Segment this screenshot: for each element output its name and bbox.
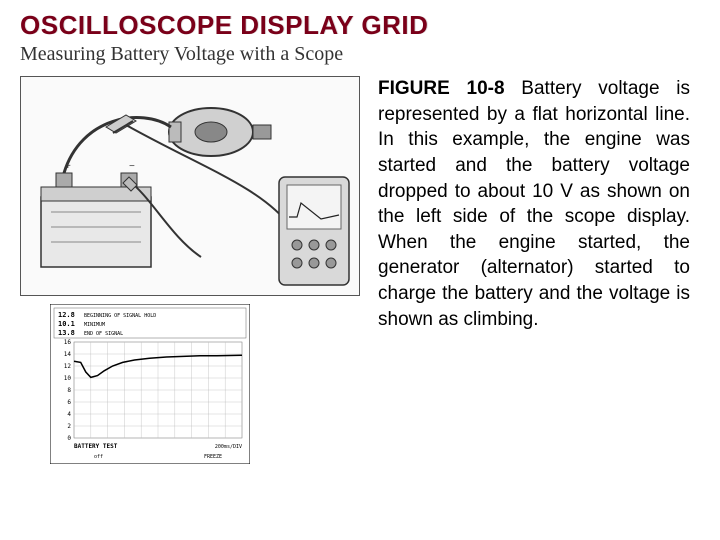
svg-text:FREEZE: FREEZE [204, 454, 222, 460]
svg-text:14: 14 [64, 351, 72, 358]
figure-caption: FIGURE 10-8 Battery voltage is represent… [378, 76, 700, 332]
content-row: + − [20, 76, 700, 464]
svg-text:200ms/DIV: 200ms/DIV [215, 444, 242, 450]
scope-waveform-plot: 12.810.113.8 BEGINNING OF SIGNAL HOLD MINI… [50, 304, 250, 464]
svg-text:10: 10 [64, 375, 72, 382]
page-title: OSCILLOSCOPE DISPLAY GRID [20, 10, 700, 41]
svg-text:8: 8 [67, 387, 71, 394]
battery-scope-illustration: + − [20, 76, 360, 296]
svg-text:off: off [94, 454, 103, 460]
svg-text:BEGINNING OF SIGNAL HOLD: BEGINNING OF SIGNAL HOLD [84, 313, 156, 319]
page-subtitle: Measuring Battery Voltage with a Scope [20, 43, 700, 66]
svg-text:12.8: 12.8 [58, 311, 75, 319]
svg-text:10.1: 10.1 [58, 320, 75, 328]
svg-text:6: 6 [67, 399, 71, 406]
svg-text:2: 2 [67, 423, 71, 430]
figure-label: FIGURE 10-8 [378, 78, 505, 99]
svg-text:4: 4 [67, 411, 71, 418]
figure-column: + − [20, 76, 360, 464]
figure-caption-text: Battery voltage is represented by a flat… [378, 78, 690, 330]
svg-text:12: 12 [64, 363, 72, 370]
svg-text:MINIMUM: MINIMUM [84, 322, 105, 328]
svg-text:−: − [129, 161, 135, 172]
svg-text:13.8: 13.8 [58, 329, 75, 337]
svg-text:BATTERY TEST: BATTERY TEST [74, 443, 118, 450]
svg-text:0: 0 [67, 435, 71, 442]
svg-text:END OF SIGNAL: END OF SIGNAL [84, 331, 123, 337]
svg-text:16: 16 [64, 339, 72, 346]
